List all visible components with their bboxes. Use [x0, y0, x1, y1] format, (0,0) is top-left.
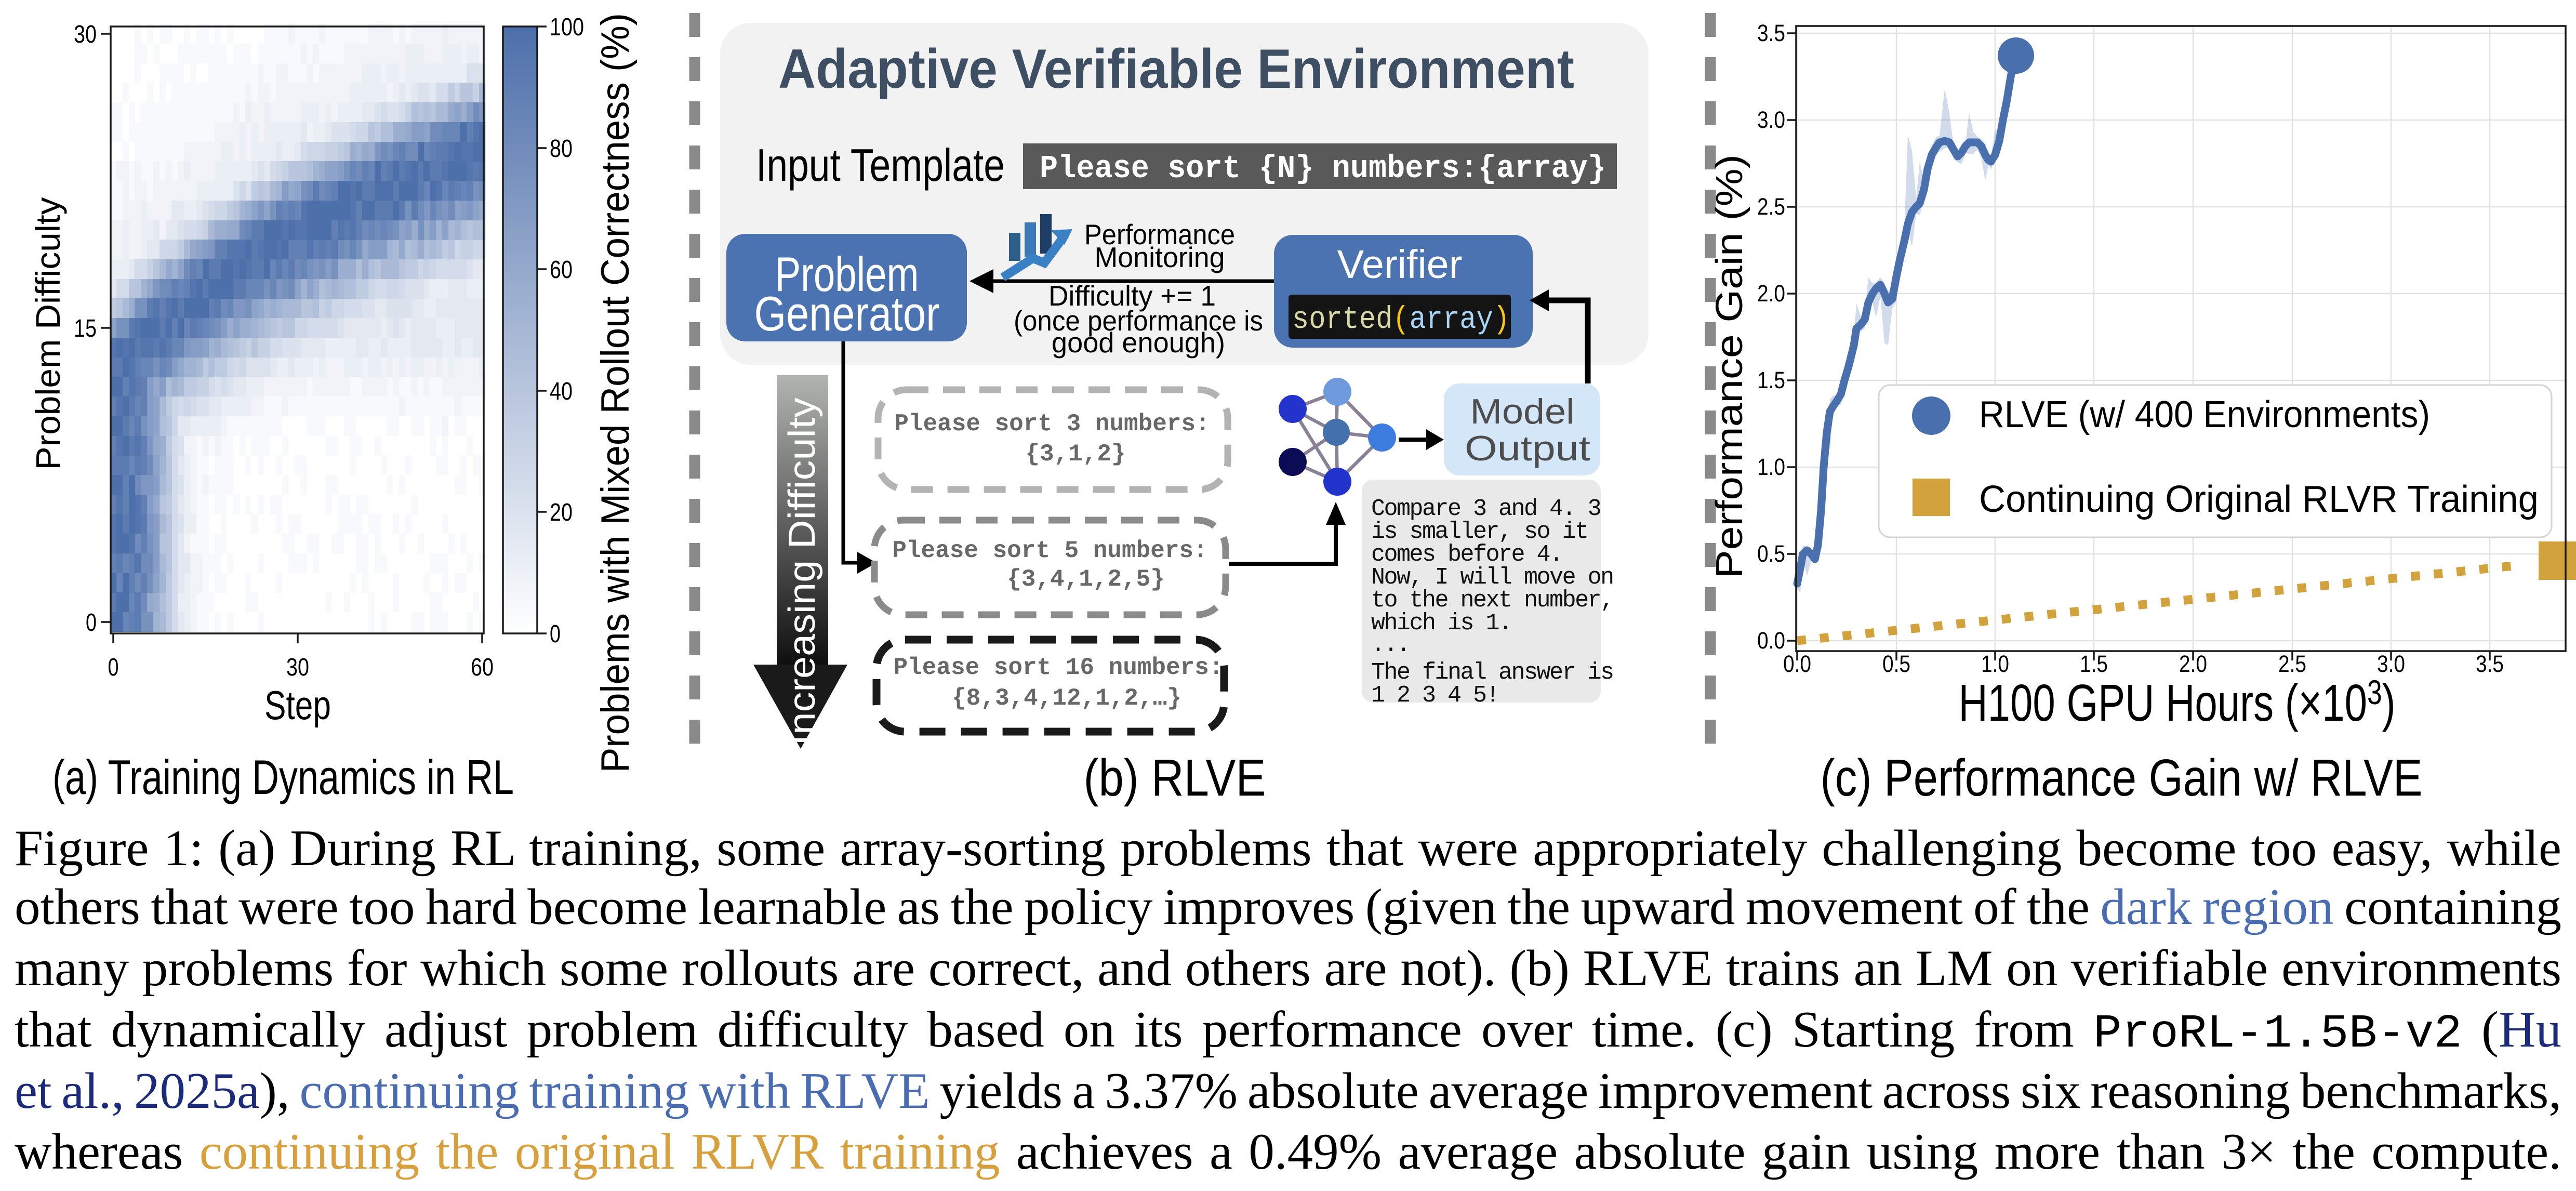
svg-text:0: 0: [108, 654, 119, 681]
svg-text:Please sort {N} numbers:{array: Please sort {N} numbers:{array}: [1040, 150, 1606, 187]
svg-text:1.5: 1.5: [2080, 651, 2108, 677]
svg-text:20: 20: [550, 499, 573, 526]
svg-text:2.5: 2.5: [1757, 193, 1785, 220]
svg-text:H100 GPU Hours (×103): H100 GPU Hours (×103): [1958, 673, 2395, 733]
svg-text:0: 0: [550, 620, 561, 648]
svg-text:Compare 3 and 4. 3: Compare 3 and 4. 3: [1371, 496, 1601, 522]
svg-text:2.5: 2.5: [2278, 651, 2306, 677]
svg-text:60: 60: [471, 654, 494, 681]
svg-text:sorted(array): sorted(array): [1292, 302, 1510, 338]
svg-text:Difficulty += 1: Difficulty += 1: [1048, 280, 1216, 312]
svg-text:is smaller, so it: is smaller, so it: [1371, 519, 1588, 545]
svg-text:Model: Model: [1470, 392, 1575, 431]
svg-text:{3,1,2}: {3,1,2}: [1025, 441, 1125, 468]
svg-text:60: 60: [550, 256, 573, 284]
svg-text:3.0: 3.0: [2377, 651, 2405, 677]
svg-text:3.0: 3.0: [1757, 107, 1785, 133]
svg-text:Monitoring: Monitoring: [1095, 241, 1225, 273]
svg-text:Verifier: Verifier: [1337, 242, 1463, 287]
svg-text:2.0: 2.0: [2179, 651, 2207, 677]
svg-text:Problems with Mixed Rollout Co: Problems with Mixed Rollout Correctness …: [593, 13, 638, 773]
svg-text:15: 15: [74, 315, 97, 342]
svg-text:comes before 4.: comes before 4.: [1371, 541, 1562, 568]
svg-text:0: 0: [86, 609, 97, 637]
svg-text:Please sort 16 numbers:: Please sort 16 numbers:: [894, 654, 1224, 681]
svg-text:80: 80: [550, 135, 573, 163]
svg-text:Please sort 5 numbers:: Please sort 5 numbers:: [892, 537, 1207, 564]
svg-text:3.5: 3.5: [1757, 20, 1785, 46]
svg-text:(a) Training Dynamics in RL: (a) Training Dynamics in RL: [52, 750, 514, 804]
svg-text:1.0: 1.0: [1981, 651, 2009, 677]
svg-text:1.0: 1.0: [1757, 454, 1785, 480]
svg-text:which is 1.: which is 1.: [1371, 610, 1511, 637]
svg-text:good enough): good enough): [1052, 326, 1225, 359]
svg-text:0.5: 0.5: [1882, 651, 1910, 677]
svg-text:0.0: 0.0: [1757, 627, 1785, 654]
svg-text:(once performance is: (once performance is: [1014, 305, 1263, 337]
svg-text:0.0: 0.0: [1783, 651, 1811, 677]
svg-text:Output: Output: [1465, 429, 1590, 468]
svg-text:RLVE (w/ 400 Environments): RLVE (w/ 400 Environments): [1979, 394, 2430, 435]
svg-text:1 2 3 4 5!: 1 2 3 4 5!: [1371, 682, 1498, 709]
svg-text:The final answer is: The final answer is: [1371, 659, 1613, 686]
svg-text:Input Template: Input Template: [756, 139, 1005, 191]
svg-text:Performance Gain (%): Performance Gain (%): [1709, 154, 1750, 578]
svg-text:Please sort 3 numbers:: Please sort 3 numbers:: [894, 411, 1210, 438]
svg-text:100: 100: [550, 14, 584, 41]
svg-text:Problem: Problem: [775, 247, 919, 301]
svg-text:Increasing Difficulty: Increasing Difficulty: [781, 398, 823, 746]
svg-text:40: 40: [550, 378, 573, 405]
svg-text:30: 30: [74, 21, 97, 48]
svg-text:(c) Performance Gain w/ RLVE: (c) Performance Gain w/ RLVE: [1821, 749, 2423, 807]
svg-text:Generator: Generator: [754, 286, 940, 341]
svg-text:(b) RLVE: (b) RLVE: [1084, 749, 1266, 807]
svg-text:1.5: 1.5: [1757, 367, 1785, 393]
svg-text:2.0: 2.0: [1757, 280, 1785, 307]
svg-text:Performance: Performance: [1084, 218, 1235, 250]
svg-text:{3,4,1,2,5}: {3,4,1,2,5}: [1007, 566, 1165, 593]
svg-text:Step: Step: [264, 682, 331, 728]
svg-text:{8,3,4,12,1,2,…}: {8,3,4,12,1,2,…}: [952, 685, 1181, 712]
svg-text:...: ...: [1371, 632, 1410, 658]
svg-text:0.5: 0.5: [1757, 540, 1785, 567]
svg-text:30: 30: [286, 654, 309, 681]
svg-text:Now, I will move on: Now, I will move on: [1371, 564, 1613, 591]
svg-text:Continuing Original RLVR Train: Continuing Original RLVR Training: [1979, 479, 2539, 520]
svg-text:Adaptive Verifiable Environmen: Adaptive Verifiable Environment: [778, 37, 1574, 100]
svg-text:3.5: 3.5: [2476, 651, 2504, 677]
svg-text:Problem Difficulty: Problem Difficulty: [29, 197, 67, 470]
svg-text:to the next number,: to the next number,: [1371, 587, 1613, 614]
